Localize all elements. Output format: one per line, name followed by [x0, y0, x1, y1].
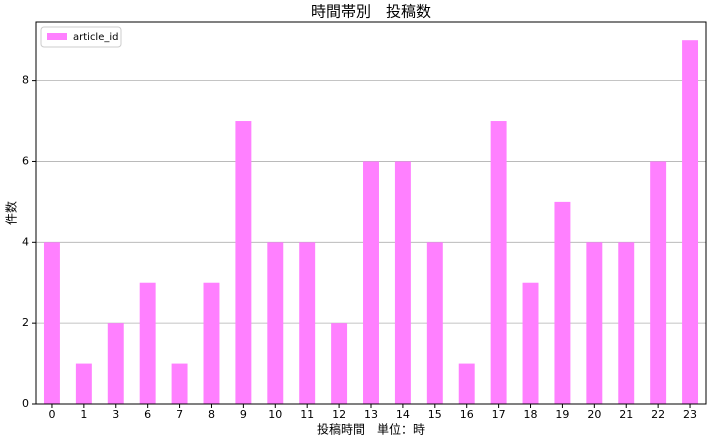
- x-tick-label: 12: [332, 408, 346, 421]
- legend-swatch: [47, 33, 67, 40]
- bar: [490, 121, 507, 404]
- bar: [522, 282, 539, 404]
- x-tick-label: 3: [112, 408, 119, 421]
- bar: [394, 161, 411, 404]
- y-tick-label: 8: [22, 74, 29, 87]
- y-axis-label: 件数: [4, 201, 19, 225]
- x-tick-label: 14: [396, 408, 410, 421]
- x-tick-label: 1: [80, 408, 87, 421]
- bar: [235, 121, 252, 404]
- bar: [554, 201, 571, 404]
- bar: [363, 161, 379, 404]
- bar: [203, 282, 220, 404]
- legend-box: [40, 26, 122, 48]
- bar: [618, 242, 635, 404]
- y-tick-label: 0: [22, 397, 29, 410]
- x-tick-label: 0: [48, 408, 55, 421]
- plot-frame: [35, 21, 707, 405]
- chart-title: 時間帯別 投稿数: [311, 3, 431, 21]
- y-tick-label: 6: [22, 154, 29, 167]
- x-tick-label: 20: [587, 408, 601, 421]
- bar: [107, 323, 124, 404]
- x-tick-label: 8: [208, 408, 215, 421]
- x-tick-label: 16: [460, 408, 474, 421]
- bar: [650, 161, 667, 404]
- x-tick-label: 21: [619, 408, 633, 421]
- bar: [586, 242, 603, 404]
- x-tick-label: 7: [176, 408, 183, 421]
- bar: [267, 242, 284, 404]
- x-tick-label: 6: [144, 408, 151, 421]
- x-tick-label: 17: [492, 408, 506, 421]
- x-tick-label: 22: [651, 408, 665, 421]
- x-tick-label: 18: [524, 408, 538, 421]
- bar: [139, 282, 156, 404]
- legend-label: article_id: [73, 32, 119, 43]
- x-tick-label: 23: [683, 408, 697, 421]
- bar: [299, 242, 316, 404]
- bar: [458, 363, 475, 404]
- x-axis-label: 投稿時間 単位：時: [317, 422, 425, 437]
- x-tick-label: 13: [364, 408, 378, 421]
- bar: [331, 323, 348, 404]
- bar: [426, 242, 443, 404]
- y-tick-label: 2: [22, 316, 29, 329]
- bar: [43, 242, 60, 404]
- bar: [75, 363, 92, 404]
- y-tick-label: 4: [22, 235, 29, 248]
- bar: [682, 40, 699, 404]
- x-tick-label: 15: [428, 408, 442, 421]
- x-tick-label: 19: [555, 408, 569, 421]
- x-tick-label: 10: [268, 408, 282, 421]
- x-tick-label: 11: [300, 408, 314, 421]
- bar: [171, 363, 188, 404]
- x-tick-label: 9: [240, 408, 247, 421]
